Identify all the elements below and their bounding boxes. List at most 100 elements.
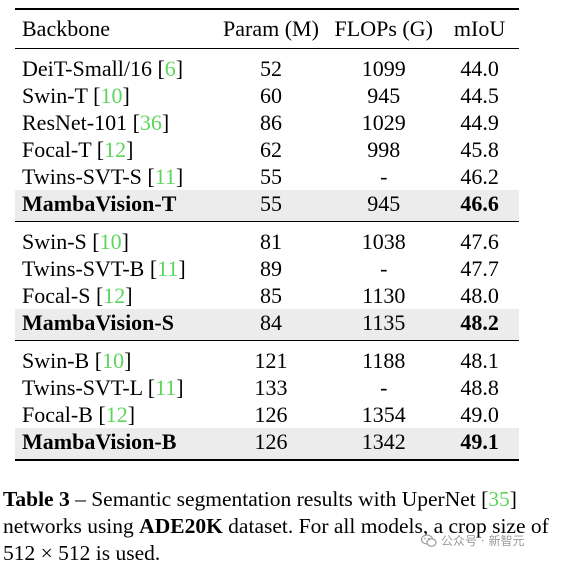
table-row: Focal-B [12] 126 1354 49.0 bbox=[15, 401, 519, 428]
backbone-name: Focal-T bbox=[22, 137, 92, 162]
table-header: Backbone Param (M) FLOPs (G) mIoU bbox=[15, 9, 519, 49]
cell-miou: 45.8 bbox=[460, 137, 499, 162]
cell-backbone: Swin-T [10] bbox=[22, 83, 130, 108]
header-param: Param (M) bbox=[223, 16, 319, 41]
cell-param: 133 bbox=[254, 375, 288, 400]
citation-link[interactable]: 11 bbox=[155, 375, 177, 400]
cell-flops: 1342 bbox=[361, 429, 406, 454]
cell-miou: 48.0 bbox=[460, 283, 499, 308]
results-table: Backbone Param (M) FLOPs (G) mIoU DeiT-S… bbox=[15, 8, 519, 461]
cell-backbone: Focal-T [12] bbox=[22, 137, 134, 162]
table-row: DeiT-Small/16 [6] 52 1099 44.0 bbox=[15, 49, 519, 83]
backbone-name: Twins-SVT-L bbox=[22, 375, 143, 400]
cell-flops: 1188 bbox=[362, 348, 406, 373]
cell-backbone: Twins-SVT-S [11] bbox=[22, 164, 184, 189]
backbone-name: Swin-B bbox=[22, 348, 90, 373]
table-row: Focal-T [12] 62 998 45.8 bbox=[15, 136, 519, 163]
cell-param: 126 bbox=[254, 429, 288, 454]
cell-flops: 945 bbox=[367, 191, 401, 216]
cell-param: 62 bbox=[260, 137, 282, 162]
table-row: MambaVision-B 126 1342 49.1 bbox=[15, 428, 519, 460]
cell-backbone: DeiT-Small/16 [6] bbox=[22, 56, 184, 81]
cell-flops: - bbox=[380, 375, 388, 400]
cell-miou: 49.1 bbox=[460, 429, 499, 454]
cell-miou: 44.9 bbox=[460, 110, 499, 135]
table-row: MambaVision-S 84 1135 48.2 bbox=[15, 309, 519, 341]
header-miou: mIoU bbox=[453, 16, 506, 41]
cell-miou: 47.6 bbox=[460, 229, 499, 254]
citation-link[interactable]: 12 bbox=[103, 283, 126, 308]
cell-param: 60 bbox=[260, 83, 282, 108]
table-row: Twins-SVT-S [11] 55 - 46.2 bbox=[15, 163, 519, 190]
table-row: MambaVision-T 55 945 46.6 bbox=[15, 190, 519, 222]
cell-backbone: Swin-S [10] bbox=[22, 229, 129, 254]
cell-flops: 1038 bbox=[361, 229, 406, 254]
table-row: ResNet-101 [36] 86 1029 44.9 bbox=[15, 109, 519, 136]
citation-link[interactable]: 12 bbox=[105, 402, 128, 427]
citation-link[interactable]: 10 bbox=[102, 348, 125, 373]
backbone-name: Swin-S bbox=[22, 229, 87, 254]
cell-miou: 47.7 bbox=[460, 256, 499, 281]
table-row: Swin-S [10] 81 1038 47.6 bbox=[15, 222, 519, 256]
citation-link[interactable]: 6 bbox=[164, 56, 176, 81]
cell-miou: 49.0 bbox=[460, 402, 499, 427]
caption-text-2: ] networks using bbox=[3, 487, 517, 538]
cell-flops: 998 bbox=[367, 137, 401, 162]
cell-flops: 1029 bbox=[361, 110, 406, 135]
cell-miou: 44.0 bbox=[460, 56, 499, 81]
table-row: Swin-B [10] 121 1188 48.1 bbox=[15, 341, 519, 375]
backbone-name: ResNet-101 bbox=[22, 110, 128, 135]
watermark-text: 公众号 · 新智元 bbox=[441, 534, 525, 548]
caption-ref-link[interactable]: 35 bbox=[488, 487, 510, 511]
backbone-name: Twins-SVT-B bbox=[22, 256, 145, 281]
cell-flops: 1135 bbox=[362, 310, 406, 335]
table-row: Twins-SVT-L [11] 133 - 48.8 bbox=[15, 374, 519, 401]
table-row: Twins-SVT-B [11] 89 - 47.7 bbox=[15, 255, 519, 282]
backbone-name: Focal-B bbox=[22, 402, 93, 427]
cell-param: 126 bbox=[254, 402, 288, 427]
citation-link[interactable]: 10 bbox=[99, 229, 122, 254]
cell-flops: 945 bbox=[367, 83, 401, 108]
wechat-icon bbox=[421, 533, 437, 547]
cell-param: 89 bbox=[260, 256, 282, 281]
caption-label: Table 3 bbox=[3, 487, 70, 511]
cell-miou: 46.6 bbox=[460, 191, 499, 216]
cell-param: 85 bbox=[260, 283, 282, 308]
citation-link[interactable]: 12 bbox=[104, 137, 127, 162]
caption-dash: – bbox=[69, 487, 92, 511]
group-tiny: DeiT-Small/16 [6] 52 1099 44.0 Swin-T [10] 60… bbox=[15, 49, 519, 222]
watermark: 公众号 · 新智元 bbox=[421, 532, 524, 549]
cell-miou: 46.2 bbox=[460, 164, 499, 189]
backbone-name: MambaVision-B bbox=[22, 429, 177, 454]
cell-param: 55 bbox=[260, 164, 282, 189]
cell-miou: 48.8 bbox=[460, 375, 499, 400]
cell-flops: 1354 bbox=[361, 402, 406, 427]
group-small: Swin-S [10] 81 1038 47.6 Twins-SVT-B [11] 89 -… bbox=[15, 221, 519, 341]
backbone-name: Swin-T bbox=[22, 83, 88, 108]
caption-text-3: dataset. For all models, a crop size of … bbox=[3, 514, 549, 565]
backbone-name: DeiT-Small/16 bbox=[22, 56, 152, 81]
citation-link[interactable]: 11 bbox=[154, 164, 176, 189]
cell-backbone: Focal-B [12] bbox=[22, 402, 136, 427]
cell-backbone: ResNet-101 [36] bbox=[22, 110, 170, 135]
group-base: Swin-B [10] 121 1188 48.1 Twins-SVT-L [11] 13… bbox=[15, 340, 519, 460]
backbone-name: Focal-S bbox=[22, 283, 91, 308]
caption-text-1: Semantic segmentation results with UperN… bbox=[91, 487, 489, 511]
table-row: Swin-T [10] 60 945 44.5 bbox=[15, 82, 519, 109]
header-flops: FLOPs (G) bbox=[334, 16, 433, 41]
cell-flops: - bbox=[380, 256, 388, 281]
citation-link[interactable]: 36 bbox=[139, 110, 162, 135]
cell-flops: - bbox=[380, 164, 388, 189]
cell-param: 121 bbox=[254, 348, 288, 373]
cell-param: 86 bbox=[260, 110, 282, 135]
backbone-name: MambaVision-S bbox=[22, 310, 174, 335]
table-row: Focal-S [12] 85 1130 48.0 bbox=[15, 282, 519, 309]
cell-backbone: Focal-S [12] bbox=[22, 283, 133, 308]
header-backbone: Backbone bbox=[22, 16, 110, 41]
table-caption: Table 3 – Semantic segmentation results … bbox=[3, 486, 578, 567]
backbone-name: MambaVision-T bbox=[22, 191, 177, 216]
citation-link[interactable]: 10 bbox=[100, 83, 123, 108]
cell-backbone: Twins-SVT-B [11] bbox=[22, 256, 186, 281]
citation-link[interactable]: 11 bbox=[157, 256, 179, 281]
cell-param: 84 bbox=[260, 310, 282, 335]
